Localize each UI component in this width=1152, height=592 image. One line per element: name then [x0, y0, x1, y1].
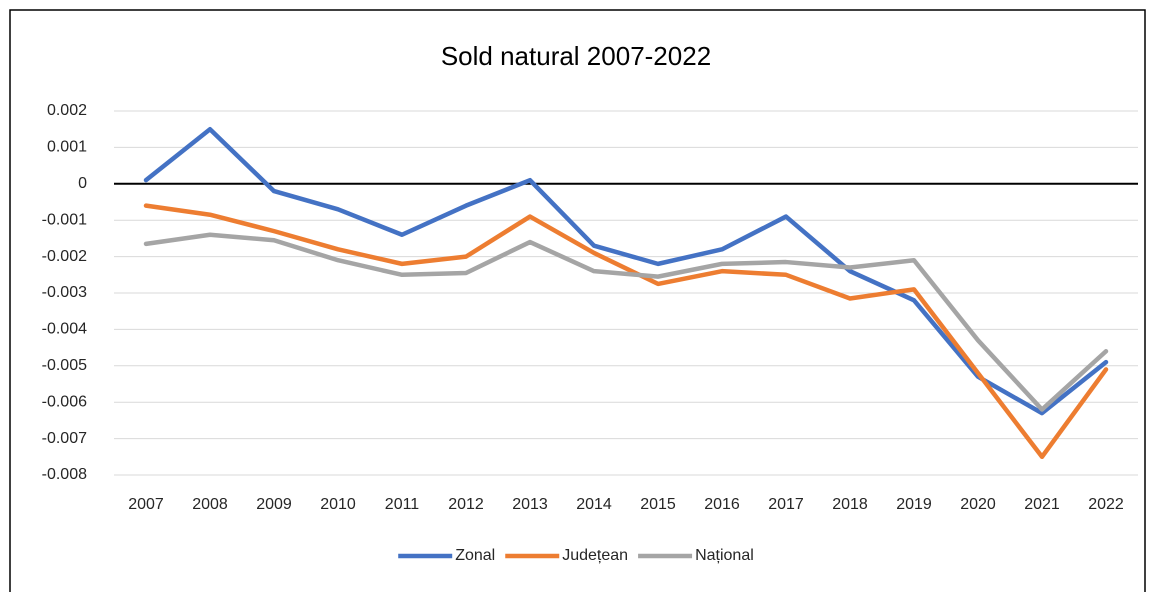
y-tick-label: 0.001: [47, 139, 87, 156]
legend-label: Național: [695, 547, 754, 564]
x-tick-label: 2009: [256, 496, 292, 513]
x-tick-label: 2008: [192, 496, 228, 513]
x-tick-label: 2018: [832, 496, 868, 513]
y-tick-label: -0.002: [42, 248, 87, 265]
chart-border: [9, 9, 1146, 592]
x-tick-label: 2015: [640, 496, 676, 513]
x-tick-label: 2016: [704, 496, 740, 513]
y-tick-label: -0.007: [42, 430, 87, 447]
y-tick-label: 0: [78, 175, 87, 192]
x-tick-label: 2017: [768, 496, 804, 513]
x-tick-label: 2010: [320, 496, 356, 513]
x-tick-label: 2007: [128, 496, 164, 513]
x-tick-label: 2011: [385, 496, 420, 513]
x-tick-label: 2014: [576, 496, 612, 513]
series-line: [143, 126, 1109, 416]
series-line: [143, 232, 1109, 412]
y-tick-label: -0.006: [42, 393, 87, 410]
x-tick-label: 2021: [1024, 496, 1060, 513]
series-line: [143, 203, 1109, 460]
y-tick-label: -0.004: [42, 321, 87, 338]
x-tick-label: 2019: [896, 496, 932, 513]
y-tick-label: -0.001: [42, 211, 87, 228]
x-tick-label: 2013: [512, 496, 548, 513]
x-tick-label: 2020: [960, 496, 996, 513]
y-tick-label: -0.003: [42, 284, 87, 301]
y-tick-label: 0.002: [47, 102, 87, 119]
legend-label: Județean: [562, 547, 628, 564]
x-tick-label: 2012: [448, 496, 484, 513]
y-tick-label: -0.008: [42, 466, 87, 483]
chart-title: Sold natural 2007-2022: [441, 41, 711, 71]
x-tick-label: 2022: [1088, 496, 1124, 513]
y-tick-label: -0.005: [42, 357, 87, 374]
legend-label: Zonal: [455, 547, 495, 564]
